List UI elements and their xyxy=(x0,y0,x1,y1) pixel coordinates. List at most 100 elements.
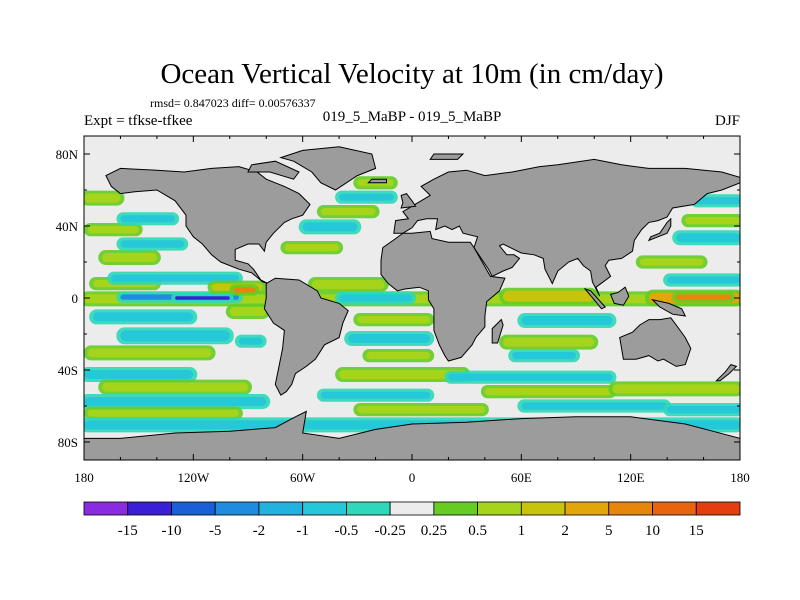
x-axis: 180 120W 60W 0 60E 120E 180 xyxy=(74,136,750,485)
colorbar-label: 10 xyxy=(645,523,660,539)
case-label: 019_5_MaBP - 019_5_MaBP xyxy=(323,109,502,125)
x-tick-label: 120E xyxy=(617,470,645,485)
velocity-band xyxy=(229,284,260,296)
y-tick-label: 0 xyxy=(72,291,79,306)
experiment-label: Expt = tfkse-tfkee xyxy=(84,113,193,129)
colorbar-label: -1 xyxy=(296,523,309,539)
velocity-band xyxy=(84,345,216,361)
velocity-band xyxy=(499,334,599,350)
land-new-guinea xyxy=(650,298,687,317)
land-britain xyxy=(400,193,417,209)
y-axis: 80N 40N 0 40S 80S xyxy=(56,147,740,450)
x-tick-label: 180 xyxy=(74,470,94,485)
velocity-band xyxy=(517,399,672,413)
velocity-band xyxy=(672,230,740,246)
velocity-band xyxy=(335,190,398,204)
colorbar-swatch xyxy=(608,501,653,516)
velocity-band xyxy=(672,291,735,303)
land-north-america xyxy=(105,166,311,285)
x-tick-label: 60E xyxy=(511,470,532,485)
land-greenland xyxy=(279,146,377,191)
velocity-band xyxy=(316,205,380,219)
velocity-band xyxy=(171,293,234,303)
colorbar-label: 5 xyxy=(605,523,613,539)
velocity-band xyxy=(280,241,344,255)
velocity-band xyxy=(508,349,580,363)
velocity-band xyxy=(362,349,435,363)
velocity-band xyxy=(116,327,234,345)
colorbar-label: -2 xyxy=(253,523,266,539)
velocity-band xyxy=(234,334,267,348)
land-madagascar xyxy=(491,318,504,344)
velocity-band xyxy=(307,277,389,292)
colorbar-legend: -15 -10 -5 -2 -1 -0.5 -0.25 0.25 0.5 1 2 5 10 15 xyxy=(83,501,741,539)
velocity-band xyxy=(98,250,161,265)
y-tick-label: 80N xyxy=(56,147,79,162)
land-africa xyxy=(380,230,506,362)
colorbar-swatch xyxy=(433,501,479,516)
y-tick-label: 40S xyxy=(58,363,78,378)
velocity-band xyxy=(316,388,435,402)
colorbar-label: -0.5 xyxy=(335,523,359,539)
x-tick-label: 0 xyxy=(409,470,416,485)
x-tick-label: 60W xyxy=(290,470,316,485)
land-new-zealand xyxy=(715,364,738,382)
velocity-band xyxy=(84,367,198,382)
land-antarctica xyxy=(84,410,740,460)
colorbar-label: 0.25 xyxy=(421,523,447,539)
colorbar-swatch xyxy=(127,501,172,516)
velocity-band xyxy=(480,385,617,399)
map-plot-area: 180 120W 60W 0 60E 120E 180 80N 40N 0 40S 80S xyxy=(56,135,750,485)
colorbar-label: 1 xyxy=(518,523,526,539)
x-tick-label: 180 xyxy=(730,470,750,485)
y-tick-label: 80S xyxy=(58,435,78,450)
velocity-band xyxy=(116,237,189,251)
land-borneo xyxy=(609,286,630,306)
velocity-band xyxy=(344,331,435,346)
velocity-band xyxy=(635,255,708,269)
velocity-band xyxy=(335,291,416,305)
velocity-band xyxy=(499,287,599,305)
colorbar-swatch xyxy=(302,501,347,516)
colorbar-label: 0.5 xyxy=(468,523,487,539)
colorbar-swatch xyxy=(520,501,566,516)
colorbar-swatch xyxy=(214,501,260,516)
velocity-band xyxy=(517,313,617,328)
land-baffin xyxy=(247,160,300,180)
velocity-band xyxy=(84,394,271,409)
colorbar-label: 15 xyxy=(689,523,704,539)
velocity-band xyxy=(663,273,740,287)
colorbar-label: -0.25 xyxy=(375,523,406,539)
land-sumatra xyxy=(583,287,607,310)
colorbar-swatch xyxy=(652,501,697,516)
velocity-band xyxy=(84,223,143,237)
velocity-band xyxy=(353,403,489,417)
velocity-contour-layer xyxy=(84,176,740,433)
velocity-band xyxy=(84,190,125,206)
land-australia xyxy=(619,317,692,367)
colorbar-label: -15 xyxy=(118,523,138,539)
velocity-band xyxy=(98,379,252,395)
velocity-band xyxy=(225,304,271,319)
colorbar-swatch xyxy=(477,501,522,516)
land-svalbard xyxy=(429,153,465,160)
velocity-band xyxy=(107,271,243,285)
velocity-band xyxy=(663,403,740,417)
x-tick-label: 120W xyxy=(177,470,210,485)
land-mask-layer xyxy=(84,146,740,460)
colorbar-swatch xyxy=(258,501,304,516)
colorbar-label: -10 xyxy=(161,523,181,539)
season-label: DJF xyxy=(715,113,740,129)
land-iceland xyxy=(367,178,387,184)
velocity-band xyxy=(608,381,740,397)
colorbar-swatch xyxy=(695,501,741,516)
colorbar-label: -5 xyxy=(209,523,222,539)
velocity-band xyxy=(298,219,362,235)
velocity-band xyxy=(84,406,243,420)
land-japan xyxy=(647,217,672,242)
stats-label: rmsd= 0.847023 diff= 0.00576337 xyxy=(150,96,316,110)
colorbar-label: 2 xyxy=(561,523,569,539)
velocity-band xyxy=(116,212,180,226)
velocity-band xyxy=(353,313,435,327)
